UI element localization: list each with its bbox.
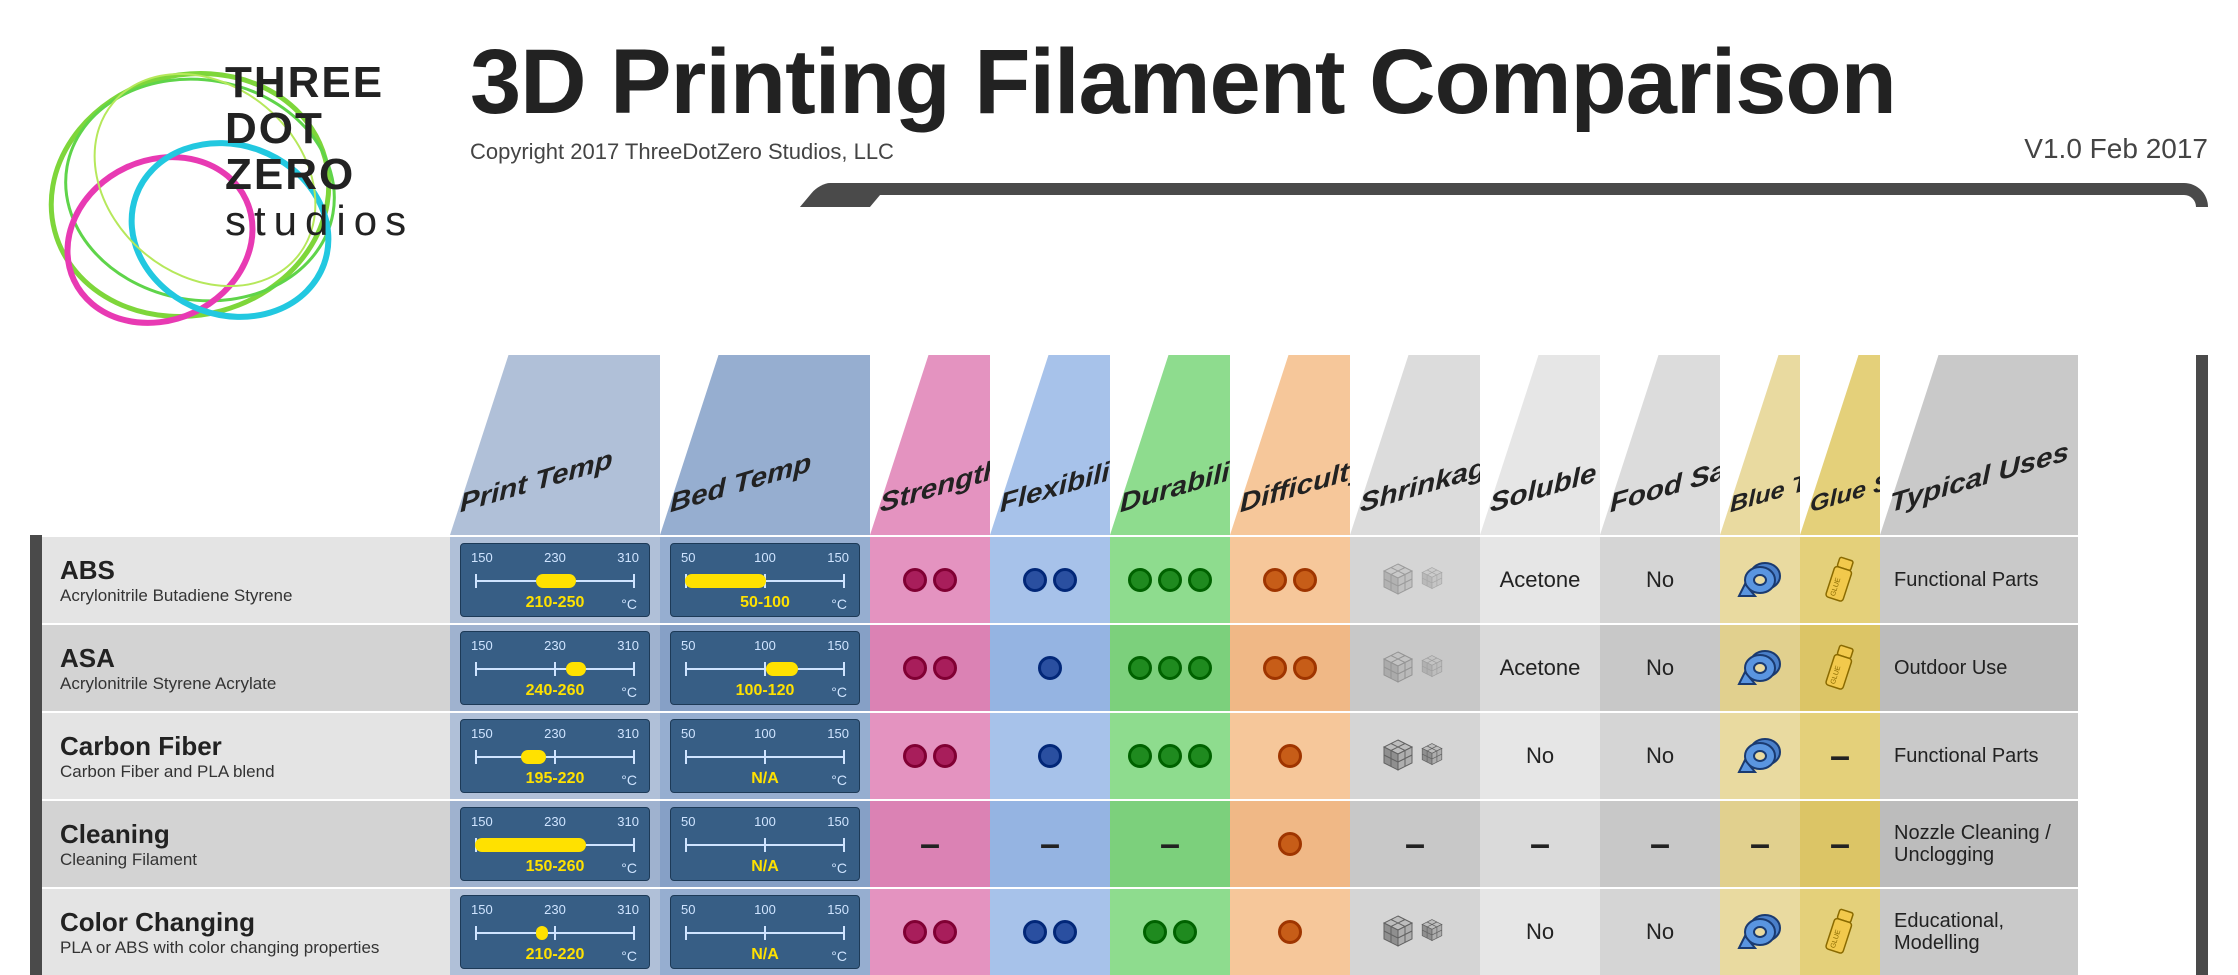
cell-durability [1110, 711, 1230, 799]
cell-typical: Educational, Modelling [1880, 887, 2078, 975]
cell-durability [1110, 623, 1230, 711]
cell-shrinkage: – [1350, 799, 1480, 887]
cell-strength [870, 623, 990, 711]
cell-typical: Functional Parts [1880, 711, 2078, 799]
cell-soluble: – [1480, 799, 1600, 887]
brand-line3: ZERO [225, 152, 414, 198]
table-row: Carbon FiberCarbon Fiber and PLA blend 1… [42, 711, 2196, 799]
cell-typical: Outdoor Use [1880, 623, 2078, 711]
cell-name: Carbon FiberCarbon Fiber and PLA blend [42, 711, 450, 799]
table-row: Color ChangingPLA or ABS with color chan… [42, 887, 2196, 975]
brand-line1: THREE [225, 60, 414, 106]
cell-strength [870, 887, 990, 975]
col-header-glueStick: Glue Stick [1800, 355, 1880, 535]
cell-glueStick: – [1800, 799, 1880, 887]
cell-difficulty [1230, 711, 1350, 799]
column-headers: Print TempBed TempStrengthFlexibilityDur… [30, 355, 2208, 535]
cell-strength [870, 711, 990, 799]
cell-printTemp: 150230310 210-250°C [450, 535, 660, 623]
col-header-blueTape: Blue Tape [1720, 355, 1800, 535]
cell-foodSafe: No [1600, 535, 1720, 623]
cell-name: ABSAcrylonitrile Butadiene Styrene [42, 535, 450, 623]
brand-line4: studios [225, 199, 414, 243]
cell-glueStick: GLUE [1800, 887, 1880, 975]
col-header-name [30, 355, 450, 535]
cell-blueTape: – [1720, 799, 1800, 887]
cell-flexibility: – [990, 799, 1110, 887]
frame-border [870, 183, 2208, 207]
col-header-foodSafe: Food Safe* [1600, 355, 1720, 535]
cell-strength: – [870, 799, 990, 887]
cell-shrinkage [1350, 711, 1480, 799]
cell-soluble: Acetone [1480, 623, 1600, 711]
brand-logo: THREE DOT ZERO studios [30, 20, 400, 355]
cell-name: ASAAcrylonitrile Styrene Acrylate [42, 623, 450, 711]
col-header-soluble: Soluble [1480, 355, 1600, 535]
cell-printTemp: 150230310 195-220°C [450, 711, 660, 799]
cell-typical: Functional Parts [1880, 535, 2078, 623]
cell-flexibility [990, 887, 1110, 975]
cell-blueTape [1720, 887, 1800, 975]
cell-flexibility [990, 623, 1110, 711]
cell-shrinkage [1350, 535, 1480, 623]
cell-printTemp: 150230310 150-260°C [450, 799, 660, 887]
page-title: 3D Printing Filament Comparison [470, 30, 2208, 135]
cell-foodSafe: No [1600, 887, 1720, 975]
cell-difficulty [1230, 623, 1350, 711]
version: V1.0 Feb 2017 [2024, 133, 2208, 165]
cell-glueStick: GLUE [1800, 535, 1880, 623]
cell-foodSafe: No [1600, 711, 1720, 799]
cell-difficulty [1230, 535, 1350, 623]
cell-soluble: No [1480, 887, 1600, 975]
col-header-strength: Strength [870, 355, 990, 535]
col-header-typical: Typical Uses [1880, 355, 2078, 535]
cell-strength [870, 535, 990, 623]
cell-bedTemp: 50100150 50-100°C [660, 535, 870, 623]
table-row: CleaningCleaning Filament 150230310 150-… [42, 799, 2196, 887]
table-body: ABSAcrylonitrile Butadiene Styrene 15023… [30, 535, 2208, 975]
cell-shrinkage [1350, 887, 1480, 975]
cell-blueTape [1720, 535, 1800, 623]
col-header-shrinkage: Shrinkage [1350, 355, 1480, 535]
cell-printTemp: 150230310 240-260°C [450, 623, 660, 711]
cell-shrinkage [1350, 623, 1480, 711]
cell-blueTape [1720, 623, 1800, 711]
cell-soluble: Acetone [1480, 535, 1600, 623]
cell-glueStick: – [1800, 711, 1880, 799]
col-header-bedTemp: Bed Temp [660, 355, 870, 535]
cell-durability [1110, 887, 1230, 975]
col-header-durability: Durability [1110, 355, 1230, 535]
cell-durability [1110, 535, 1230, 623]
col-header-printTemp: Print Temp [450, 355, 660, 535]
table-row: ASAAcrylonitrile Styrene Acrylate 150230… [42, 623, 2196, 711]
cell-bedTemp: 50100150 N/A°C [660, 711, 870, 799]
cell-bedTemp: 50100150 N/A°C [660, 887, 870, 975]
cell-typical: Nozzle Cleaning / Unclogging [1880, 799, 2078, 887]
cell-bedTemp: 50100150 100-120°C [660, 623, 870, 711]
cell-foodSafe: – [1600, 799, 1720, 887]
cell-difficulty [1230, 799, 1350, 887]
cell-soluble: No [1480, 711, 1600, 799]
copyright: Copyright 2017 ThreeDotZero Studios, LLC [470, 139, 894, 165]
col-header-difficulty: Difficulty [1230, 355, 1350, 535]
cell-name: Color ChangingPLA or ABS with color chan… [42, 887, 450, 975]
brand-line2: DOT [225, 106, 414, 152]
cell-glueStick: GLUE [1800, 623, 1880, 711]
cell-foodSafe: No [1600, 623, 1720, 711]
cell-flexibility [990, 711, 1110, 799]
cell-bedTemp: 50100150 N/A°C [660, 799, 870, 887]
cell-difficulty [1230, 887, 1350, 975]
col-header-flexibility: Flexibility [990, 355, 1110, 535]
cell-printTemp: 150230310 210-220°C [450, 887, 660, 975]
cell-flexibility [990, 535, 1110, 623]
cell-name: CleaningCleaning Filament [42, 799, 450, 887]
cell-blueTape [1720, 711, 1800, 799]
cell-durability: – [1110, 799, 1230, 887]
table-row: ABSAcrylonitrile Butadiene Styrene 15023… [42, 535, 2196, 623]
